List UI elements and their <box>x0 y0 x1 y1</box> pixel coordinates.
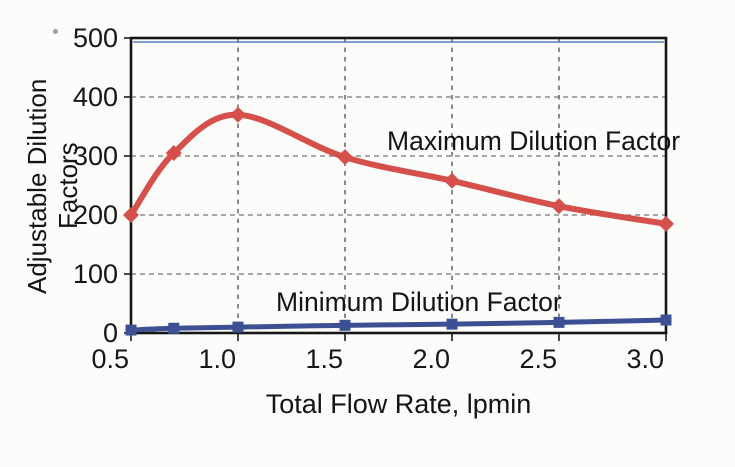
y-tick-label-500: 500 <box>72 23 118 53</box>
x-tick-label-0.5: 0.5 <box>91 344 129 374</box>
square-marker <box>232 321 244 333</box>
square-marker <box>125 324 137 336</box>
diamond-marker <box>123 207 139 223</box>
x-tick-label-2.5: 2.5 <box>519 344 557 374</box>
diamond-marker <box>337 149 353 166</box>
square-marker <box>553 316 565 328</box>
x-tick-label-2.0: 2.0 <box>412 344 450 374</box>
diamond-marker <box>551 198 567 215</box>
series-line-1 <box>128 317 669 333</box>
y-tick-label-0: 0 <box>102 318 118 348</box>
diamond-marker <box>230 106 246 123</box>
x-tick-label-3.0: 3.0 <box>626 344 664 374</box>
square-marker <box>446 318 458 330</box>
y-tick-label-400: 400 <box>72 82 118 112</box>
x-axis-title: Total Flow Rate, lpmin <box>265 389 532 419</box>
square-marker <box>168 322 180 334</box>
y-tick-label-300: 300 <box>72 141 118 171</box>
x-tick-label-1.5: 1.5 <box>305 344 343 374</box>
y-axis-title: Adjustable Dilution Factors <box>22 78 83 294</box>
y-tick-label-100: 100 <box>72 259 118 289</box>
y-tick-label-200: 200 <box>72 200 118 230</box>
scan-artifact-dot <box>53 29 58 34</box>
x-tick-label-1.0: 1.0 <box>198 344 236 374</box>
plot-frame <box>129 36 668 335</box>
diamond-marker <box>658 215 674 232</box>
diamond-marker <box>165 145 182 162</box>
square-marker <box>660 314 672 326</box>
diamond-marker <box>444 172 460 189</box>
annotation-maximum-series: Maximum Dilution Factor <box>387 126 681 156</box>
annotation-minimum-series: Minimum Dilution Factor <box>276 287 562 317</box>
square-marker <box>339 319 351 331</box>
